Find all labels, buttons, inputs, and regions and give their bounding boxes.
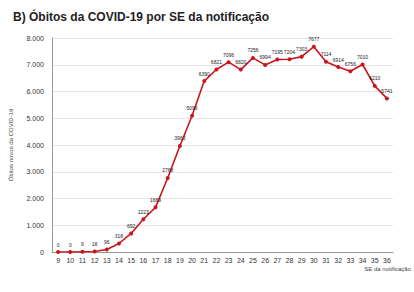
svg-text:7677: 7677 (308, 36, 319, 42)
svg-text:10: 10 (66, 257, 74, 264)
svg-text:12: 12 (91, 257, 99, 264)
svg-text:14: 14 (115, 257, 123, 264)
svg-text:18: 18 (92, 241, 98, 247)
svg-text:5.000: 5.000 (26, 115, 44, 122)
svg-text:6.000: 6.000 (26, 88, 44, 95)
svg-text:0: 0 (57, 242, 60, 248)
svg-text:6994: 6994 (260, 54, 271, 60)
svg-text:21: 21 (200, 257, 208, 264)
svg-text:6821: 6821 (211, 59, 222, 65)
svg-text:11: 11 (79, 257, 86, 264)
svg-text:6914: 6914 (333, 57, 344, 63)
svg-text:35: 35 (371, 257, 379, 264)
svg-text:0: 0 (40, 249, 44, 256)
svg-text:28: 28 (286, 257, 294, 264)
svg-text:7114: 7114 (321, 51, 332, 57)
svg-text:5096: 5096 (186, 105, 197, 111)
svg-text:6210: 6210 (369, 75, 380, 81)
svg-text:3.000: 3.000 (26, 168, 44, 175)
svg-text:15: 15 (127, 257, 135, 264)
svg-text:SE da notificação: SE da notificação (364, 266, 411, 272)
svg-text:13: 13 (103, 257, 111, 264)
svg-text:1.000: 1.000 (26, 222, 44, 229)
svg-text:4.000: 4.000 (26, 142, 44, 149)
svg-text:32: 32 (334, 257, 342, 264)
svg-text:3963: 3963 (174, 135, 185, 141)
svg-text:6390: 6390 (199, 71, 210, 77)
svg-text:8.000: 8.000 (26, 35, 44, 42)
svg-text:0: 0 (69, 242, 72, 248)
svg-text:20: 20 (188, 257, 196, 264)
svg-text:9: 9 (56, 257, 60, 264)
svg-text:2.000: 2.000 (26, 195, 44, 202)
svg-text:7256: 7256 (247, 47, 258, 53)
svg-text:6756: 6756 (345, 61, 356, 67)
svg-text:318: 318 (115, 233, 124, 239)
svg-text:33: 33 (346, 257, 354, 264)
svg-text:B) Óbitos da COVID-19 por SE d: B) Óbitos da COVID-19 por SE da notifica… (13, 9, 269, 24)
svg-text:31: 31 (322, 257, 330, 264)
svg-text:17: 17 (152, 257, 160, 264)
svg-text:9: 9 (81, 241, 84, 247)
svg-text:36: 36 (383, 257, 391, 264)
svg-text:96: 96 (104, 239, 110, 245)
svg-text:6820: 6820 (235, 59, 246, 65)
svg-text:7195: 7195 (272, 49, 283, 55)
svg-text:34: 34 (359, 257, 367, 264)
svg-text:27: 27 (273, 257, 281, 264)
svg-text:24: 24 (237, 257, 245, 264)
svg-text:25: 25 (249, 257, 257, 264)
svg-text:19: 19 (176, 257, 184, 264)
svg-text:1669: 1669 (150, 197, 161, 203)
svg-text:7010: 7010 (357, 54, 368, 60)
svg-text:7.000: 7.000 (26, 61, 44, 68)
svg-text:16: 16 (139, 257, 147, 264)
svg-text:18: 18 (164, 257, 172, 264)
svg-text:7303: 7303 (296, 46, 307, 52)
svg-text:5741: 5741 (381, 88, 392, 94)
svg-text:7096: 7096 (223, 52, 234, 58)
svg-text:7204: 7204 (284, 49, 295, 55)
svg-text:Óbitos novos da COVID-19: Óbitos novos da COVID-19 (8, 108, 14, 181)
svg-text:23: 23 (225, 257, 233, 264)
svg-text:1223: 1223 (138, 209, 149, 215)
svg-text:29: 29 (298, 257, 306, 264)
svg-text:2768: 2768 (162, 167, 173, 173)
svg-text:30: 30 (310, 257, 318, 264)
svg-text:692: 692 (127, 223, 136, 229)
svg-text:22: 22 (213, 257, 221, 264)
svg-text:26: 26 (261, 257, 269, 264)
